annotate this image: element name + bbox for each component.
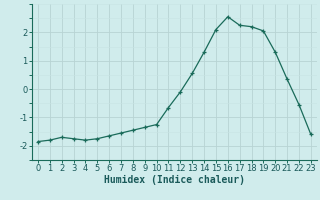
X-axis label: Humidex (Indice chaleur): Humidex (Indice chaleur) bbox=[104, 175, 245, 185]
